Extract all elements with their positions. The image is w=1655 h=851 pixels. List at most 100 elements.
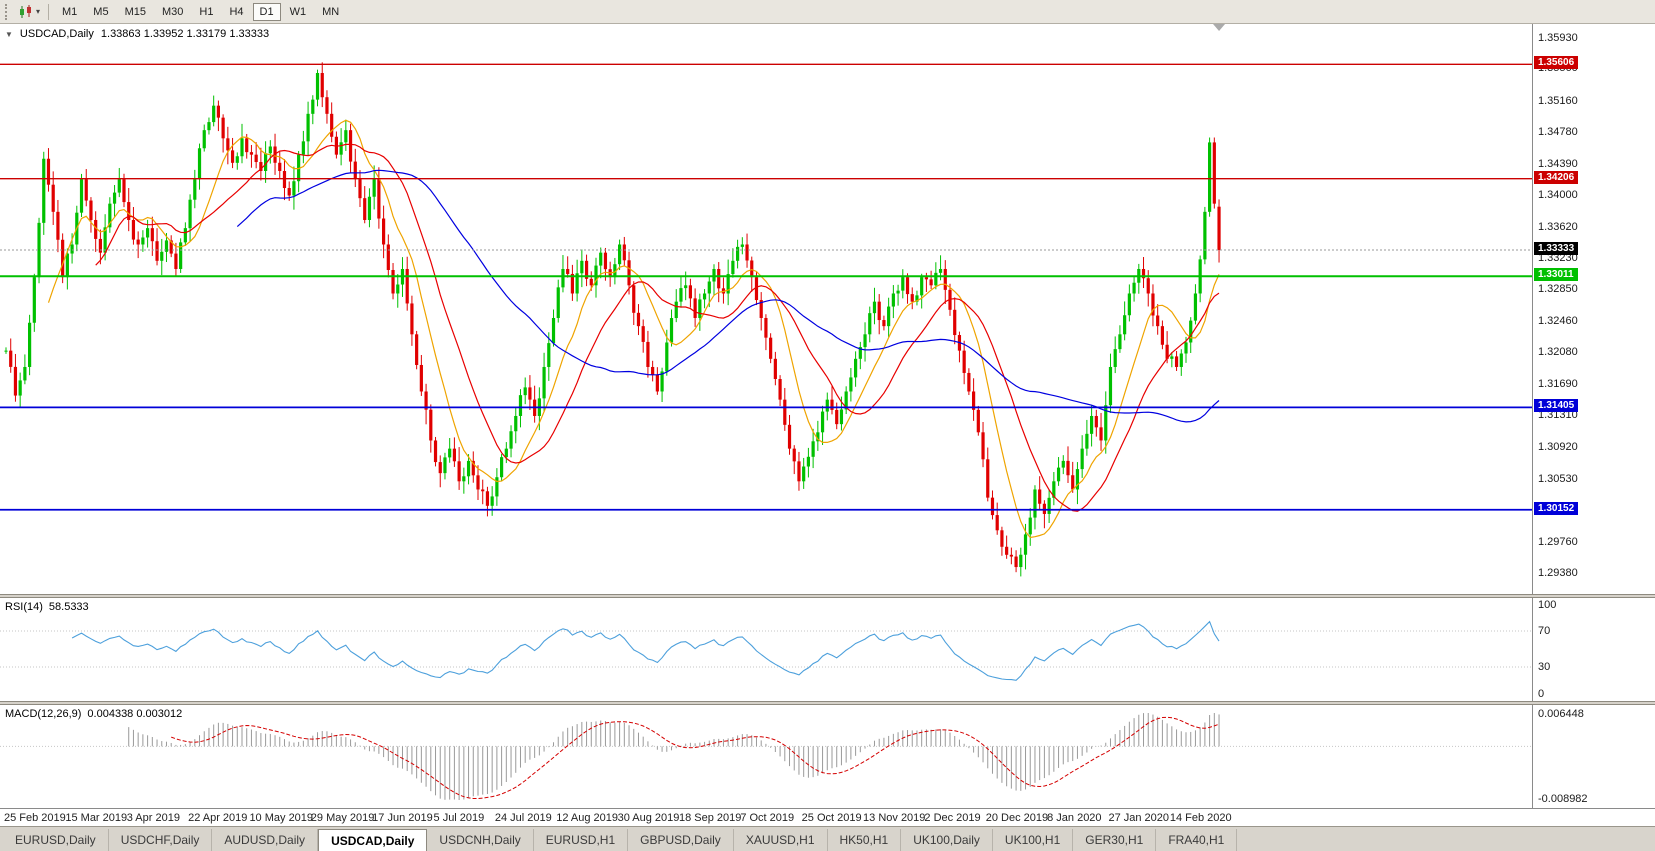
rsi-tick-label: 100 <box>1538 599 1557 611</box>
date-label: 27 Jan 2020 <box>1108 812 1170 824</box>
tab-gbpusd-daily[interactable]: GBPUSD,Daily <box>628 829 734 851</box>
tab-uk100-daily[interactable]: UK100,Daily <box>901 829 993 851</box>
price-axis[interactable]: 1.359301.355601.351601.347801.343901.340… <box>1532 24 1655 594</box>
date-label: 25 Oct 2019 <box>801 812 862 824</box>
tab-eurusd-h1[interactable]: EURUSD,H1 <box>534 829 629 851</box>
price-tick-label: 1.34780 <box>1538 125 1578 138</box>
level-price-label: 1.33011 <box>1534 268 1578 282</box>
tab-usdchf-daily[interactable]: USDCHF,Daily <box>109 829 213 851</box>
rsi-tick-label: 30 <box>1538 661 1551 673</box>
date-label: 18 Sep 2019 <box>678 812 742 824</box>
price-tick-label: 1.29380 <box>1538 566 1578 579</box>
date-label: 10 May 2019 <box>249 812 314 824</box>
price-tick-label: 1.34000 <box>1538 189 1578 202</box>
level-price-label: 1.31405 <box>1534 399 1579 413</box>
toolbar: ▾ M1 M5 M15 M30 H1 H4 D1 W1 MN <box>0 0 1655 24</box>
rsi-name: RSI(14) <box>5 601 43 613</box>
tab-eurusd-daily[interactable]: EURUSD,Daily <box>3 829 109 851</box>
date-label: 22 Apr 2019 <box>188 812 248 824</box>
macd-axis: 0.006448 -0.008982 <box>1532 705 1655 808</box>
chart-title: ▼ USDCAD,Daily 1.33863 1.33952 1.33179 1… <box>5 28 269 40</box>
date-label: 13 Nov 2019 <box>863 812 926 824</box>
date-label: 3 Apr 2019 <box>126 812 180 824</box>
time-axis[interactable]: 25 Feb 2019 15 Mar 2019 3 Apr 2019 22 Apr 2… <box>0 808 1655 826</box>
date-label: 30 Aug 2019 <box>617 812 680 824</box>
date-label: 5 Jul 2019 <box>433 812 485 824</box>
level-price-label: 1.35606 <box>1534 56 1579 70</box>
rsi-tick-label: 70 <box>1538 625 1551 637</box>
chart-tabs: EURUSD,Daily USDCHF,Daily AUDUSD,Daily USDC… <box>0 826 1655 851</box>
price-tick-label: 1.33230 <box>1538 252 1578 265</box>
date-label: 2 Dec 2019 <box>924 812 981 824</box>
tab-xauusd-h1[interactable]: XAUUSD,H1 <box>734 829 828 851</box>
timeframe-button-h1[interactable]: H1 <box>199 5 214 18</box>
timeframe-button-h4[interactable]: H4 <box>229 5 244 18</box>
macd-histogram <box>128 713 1220 800</box>
rsi-label: RSI(14) 58.5333 <box>5 601 89 613</box>
toolbar-grip[interactable] <box>5 3 10 20</box>
panel-divider[interactable] <box>0 594 1655 598</box>
chevron-down-icon: ▾ <box>36 7 41 16</box>
macd-name: MACD(12,26,9) <box>5 708 82 720</box>
price-tick-label: 1.29760 <box>1538 535 1578 548</box>
date-label: 7 Oct 2019 <box>740 812 795 824</box>
moving-average-50-line <box>236 169 1220 423</box>
chart-ohlc: 1.33863 1.33952 1.33179 1.33333 <box>100 28 270 40</box>
tab-usdcad-daily[interactable]: USDCAD,Daily <box>318 829 428 851</box>
rsi-line <box>71 620 1220 681</box>
date-label: 17 Jun 2019 <box>372 812 433 824</box>
timeframe-button-w1[interactable]: W1 <box>289 5 307 18</box>
date-label: 29 May 2019 <box>310 812 375 824</box>
tab-fra40-h1[interactable]: FRA40,H1 <box>1156 829 1238 851</box>
price-tick-label: 1.33620 <box>1538 220 1578 233</box>
chart-symbol-period: USDCAD,Daily <box>19 28 94 40</box>
macd-axis-top: 0.006448 <box>1538 708 1584 720</box>
tab-usdcnh-daily[interactable]: USDCNH,Daily <box>427 829 534 851</box>
rsi-panel[interactable]: RSI(14) 58.5333 <box>0 598 1532 701</box>
timeframe-button-m5[interactable]: M5 <box>93 5 109 18</box>
date-label: 12 Aug 2019 <box>556 812 619 824</box>
macd-signal-line <box>171 716 1220 799</box>
tab-audusd-daily[interactable]: AUDUSD,Daily <box>212 829 319 851</box>
price-tick-label: 1.31690 <box>1538 378 1578 391</box>
candlestick-series <box>4 62 1221 577</box>
date-label: 20 Dec 2019 <box>985 812 1049 824</box>
macd-panel[interactable]: MACD(12,26,9) 0.004338 0.003012 <box>0 705 1532 808</box>
timeframe-button-d1[interactable]: D1 <box>252 2 281 21</box>
rsi-axis: 100 70 30 0 <box>1532 598 1655 701</box>
macd-axis-bottom: -0.008982 <box>1538 793 1588 805</box>
price-tick-label: 1.30530 <box>1538 472 1578 485</box>
tab-uk100-h1[interactable]: UK100,H1 <box>993 829 1074 851</box>
macd-label: MACD(12,26,9) 0.004338 0.003012 <box>5 708 182 720</box>
price-tick-label: 1.35160 <box>1538 94 1578 107</box>
price-tick-label: 1.32080 <box>1538 346 1578 359</box>
rsi-tick-label: 0 <box>1538 688 1545 700</box>
date-label: 8 Jan 2020 <box>1047 812 1102 824</box>
price-tick-label: 1.32850 <box>1538 283 1578 296</box>
date-label: 25 Feb 2019 <box>4 812 66 824</box>
timeframe-button-m30[interactable]: M30 <box>161 5 184 18</box>
moving-average-20-line <box>95 143 1220 512</box>
timeframe-buttons: M1 M5 M15 M30 H1 H4 D1 W1 MN <box>54 2 347 21</box>
level-price-label: 1.30152 <box>1534 501 1579 515</box>
timeframe-button-mn[interactable]: MN <box>322 5 340 18</box>
rsi-value: 58.5333 <box>48 601 89 613</box>
date-label: 15 Mar 2019 <box>65 812 128 824</box>
chart-type-icon[interactable]: ▾ <box>15 2 43 22</box>
collapse-arrow-icon[interactable]: ▼ <box>5 29 13 39</box>
macd-values: 0.004338 0.003012 <box>87 708 183 720</box>
chart-shift-marker-icon[interactable] <box>1213 24 1226 31</box>
tab-hk50-h1[interactable]: HK50,H1 <box>828 829 902 851</box>
panel-divider[interactable] <box>0 701 1655 705</box>
candlestick-icon <box>20 4 31 18</box>
price-tick-label: 1.34390 <box>1538 157 1578 170</box>
toolbar-separator <box>48 3 50 20</box>
current-price-label: 1.33333 <box>1534 241 1579 255</box>
timeframe-button-m15[interactable]: M15 <box>124 5 146 18</box>
timeframe-button-m1[interactable]: M1 <box>62 5 78 18</box>
tab-ger30-h1[interactable]: GER30,H1 <box>1073 829 1157 851</box>
main-chart[interactable]: ▼ USDCAD,Daily 1.33863 1.33952 1.33179 1… <box>0 24 1532 594</box>
price-tick-label: 1.35930 <box>1538 31 1578 44</box>
date-label: 14 Feb 2020 <box>1169 812 1232 824</box>
